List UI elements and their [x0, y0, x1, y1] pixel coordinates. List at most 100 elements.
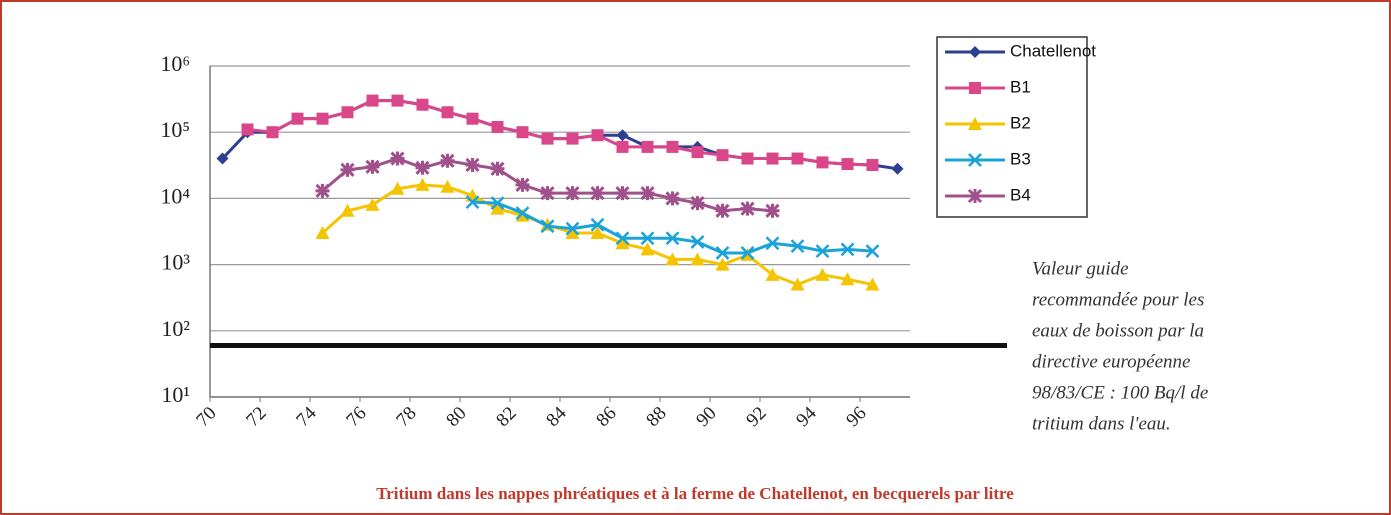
legend-label: B2: [1010, 113, 1031, 132]
marker: [466, 112, 479, 125]
marker: [715, 203, 730, 218]
marker: [440, 179, 455, 193]
marker: [968, 153, 982, 167]
marker: [865, 244, 880, 258]
x-tick-label: 74: [292, 402, 321, 431]
y-tick-label: 10⁴: [160, 183, 190, 208]
marker: [216, 152, 229, 165]
marker: [315, 183, 330, 198]
marker: [765, 236, 780, 251]
marker: [365, 159, 380, 174]
marker: [490, 201, 505, 215]
marker: [715, 246, 730, 260]
x-tick-label: 88: [642, 403, 670, 431]
x-tick-label: 92: [742, 403, 770, 431]
marker: [840, 242, 855, 257]
series-line: [472, 200, 873, 255]
marker: [891, 162, 904, 175]
marker: [690, 252, 705, 266]
legend-label: Chatellenot: [1010, 41, 1096, 60]
marker: [715, 257, 730, 271]
marker: [740, 201, 755, 216]
x-tick-label: 86: [592, 403, 620, 431]
y-tick-label: 10⁵: [160, 117, 190, 142]
marker: [790, 277, 805, 291]
marker: [415, 160, 430, 175]
marker: [866, 158, 879, 171]
marker: [841, 158, 854, 171]
marker: [465, 157, 480, 173]
annotation: eaux de boisson par la: [1032, 320, 1204, 341]
marker: [291, 112, 304, 125]
marker: [790, 239, 805, 254]
caption: Tritium dans les nappes phréatiques et à…: [376, 484, 1014, 503]
marker: [665, 191, 680, 206]
marker: [840, 272, 855, 286]
y-tick-label: 10²: [161, 316, 190, 341]
annotation: tritium dans l'eau.: [1032, 413, 1171, 434]
marker: [591, 129, 604, 142]
marker: [615, 186, 630, 201]
legend-box: [936, 36, 1088, 218]
y-tick-label: 10³: [161, 250, 190, 275]
x-tick-label: 94: [792, 402, 821, 431]
y-tick-label: 10⁶: [160, 51, 190, 76]
marker: [391, 94, 404, 107]
marker: [967, 188, 983, 204]
x-tick-label: 70: [192, 403, 220, 431]
marker: [968, 117, 982, 130]
marker: [590, 186, 605, 201]
y-tick-label: 10¹: [161, 382, 190, 407]
x-tick-label: 80: [442, 403, 470, 431]
marker: [865, 277, 880, 291]
marker: [316, 112, 329, 125]
legend-label: B3: [1010, 149, 1031, 168]
marker: [716, 149, 729, 162]
marker: [816, 156, 829, 169]
marker: [565, 221, 580, 236]
marker: [616, 129, 629, 142]
marker: [740, 246, 755, 260]
marker: [490, 196, 505, 210]
marker: [416, 98, 429, 111]
marker: [969, 82, 981, 94]
marker: [540, 219, 555, 234]
x-tick-label: 78: [392, 403, 420, 431]
annotation: directive européenne: [1032, 351, 1190, 372]
marker: [640, 186, 655, 201]
marker: [541, 132, 554, 145]
marker: [566, 132, 579, 145]
marker: [341, 106, 354, 119]
annotation: 98/83/CE : 100 Bq/l de: [1032, 382, 1208, 403]
marker: [665, 231, 680, 246]
marker: [415, 177, 430, 191]
marker: [516, 126, 529, 139]
marker: [515, 177, 530, 192]
marker: [969, 46, 981, 58]
marker: [640, 242, 655, 256]
marker: [540, 186, 555, 201]
marker: [815, 244, 830, 258]
marker: [690, 235, 705, 249]
marker: [440, 153, 455, 168]
marker: [765, 267, 780, 281]
marker: [565, 186, 580, 201]
marker: [766, 152, 779, 165]
marker: [765, 203, 780, 218]
series-line: [321, 156, 773, 213]
marker: [315, 226, 330, 240]
marker: [241, 123, 254, 136]
x-tick-label: 76: [342, 403, 370, 431]
marker: [615, 236, 630, 250]
x-tick-label: 84: [542, 402, 571, 431]
marker: [641, 140, 654, 153]
marker: [365, 197, 380, 211]
marker: [490, 161, 505, 176]
marker: [491, 120, 504, 133]
marker: [815, 267, 830, 281]
marker: [665, 252, 680, 266]
marker: [616, 140, 629, 153]
marker: [515, 206, 530, 220]
annotation: Valeur guide: [1032, 258, 1129, 279]
